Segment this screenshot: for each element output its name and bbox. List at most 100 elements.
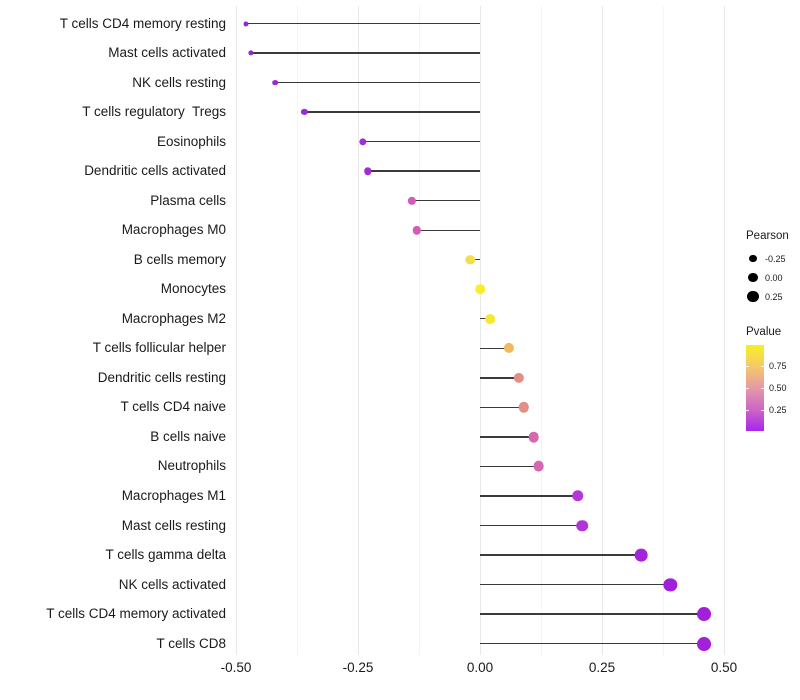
lollipop-dot	[513, 372, 525, 384]
lollipop-stem	[245, 22, 480, 25]
lollipop-dot	[359, 137, 367, 146]
lollipop-stem	[362, 140, 480, 143]
legend-size-item: 0.00	[746, 268, 800, 287]
lollipop-stem	[367, 170, 480, 172]
lollipop-dot	[465, 255, 475, 265]
lollipop-dot	[243, 20, 249, 27]
pvalue-bar-tick	[746, 410, 749, 412]
lollipop-stem	[480, 554, 642, 556]
lollipop-stem	[480, 495, 578, 497]
lollipop-stem	[470, 259, 480, 261]
legend-size-label: -0.25	[765, 253, 786, 264]
gridline-major	[724, 6, 725, 655]
pvalue-tick-label: 0.75	[769, 360, 787, 371]
y-axis-label: T cells regulatory Tregs	[82, 104, 226, 120]
gridline-minor	[297, 6, 298, 655]
legend-pearson: Pearson -0.25 0.00 0.25	[746, 230, 800, 306]
lollipop-dot	[518, 402, 530, 413]
gridline-major	[480, 6, 481, 655]
pvalue-bar-tick	[761, 388, 764, 389]
legend: Pearson -0.25 0.00 0.25 Pvalue 0.75 0.50 0.2…	[746, 230, 800, 431]
lollipop-dot	[663, 577, 677, 592]
legend-size-label: 0.00	[765, 272, 783, 283]
lollipop-dot	[697, 636, 712, 651]
legend-size-dot	[749, 254, 757, 263]
pvalue-bar-tick	[761, 410, 764, 412]
lollipop-dot	[533, 461, 544, 472]
lollipop-stem	[480, 642, 705, 645]
lollipop-stem	[480, 377, 520, 379]
lollipop-dot	[272, 79, 278, 86]
lollipop-dot	[576, 519, 589, 532]
legend-size-dot-box	[746, 252, 760, 266]
lollipop-stem	[480, 583, 671, 586]
y-axis-label: T cells CD4 memory resting	[59, 15, 226, 31]
pvalue-colorbar	[746, 345, 764, 431]
lollipop-dot	[528, 431, 539, 443]
y-axis-label: T cells CD8	[156, 635, 226, 651]
y-axis-label: T cells follicular helper	[92, 340, 226, 356]
pvalue-tick-label: 0.50	[769, 383, 787, 393]
gridline-minor	[541, 6, 542, 655]
lollipop-stem	[480, 436, 534, 438]
y-axis-label: NK cells activated	[118, 576, 226, 592]
lollipop-stem	[480, 347, 510, 350]
pvalue-tick-label: 0.25	[769, 405, 787, 416]
x-axis-tick-label: 0.25	[588, 660, 616, 675]
pvalue-bar-tick	[761, 365, 764, 367]
lollipop-stem	[275, 81, 480, 84]
legend-pvalue: Pvalue 0.75 0.50 0.25	[746, 326, 800, 431]
y-axis-label: Dendritic cells resting	[97, 369, 226, 385]
y-axis-label: Macrophages M2	[121, 310, 226, 326]
lollipop-stem	[411, 199, 480, 202]
lollipop-stem	[416, 229, 480, 231]
lollipop-dot	[364, 167, 372, 175]
lollipop-dot	[484, 313, 495, 324]
y-axis-label: T cells CD4 memory activated	[46, 606, 226, 622]
lollipop-stem	[250, 52, 480, 54]
lollipop-stem	[480, 524, 583, 527]
lollipop-dot	[407, 196, 416, 205]
x-axis-tick-label: -0.25	[342, 660, 374, 675]
y-axis-label: Macrophages M1	[121, 487, 226, 503]
legend-size-dot	[747, 290, 759, 303]
gridline-minor	[663, 6, 664, 655]
y-axis-label: Mast cells resting	[121, 517, 226, 533]
lollipop-dot	[634, 548, 648, 562]
legend-size-dot-box	[746, 290, 760, 304]
lollipop-stem	[480, 465, 539, 468]
lollipop-dot	[697, 607, 712, 622]
lollipop-stem	[480, 613, 705, 615]
y-axis-label: Monocytes	[160, 281, 226, 297]
y-axis-label: Mast cells activated	[108, 45, 226, 61]
y-axis-label: Dendritic cells activated	[84, 163, 226, 179]
legend-pvalue-title: Pvalue	[746, 326, 782, 338]
y-axis-label: Macrophages M0	[121, 222, 226, 238]
legend-pearson-title: Pearson	[746, 230, 789, 242]
pvalue-bar-tick	[746, 388, 749, 389]
pvalue-bar-tick	[746, 365, 749, 367]
lollipop-dot	[475, 284, 485, 295]
y-axis-label: T cells CD4 naive	[120, 399, 226, 415]
pvalue-colorbar-wrap: 0.75 0.50 0.25	[746, 345, 800, 431]
lollipop-stem	[480, 406, 524, 409]
lollipop-dot	[412, 226, 421, 235]
lollipop-dot	[571, 490, 584, 502]
x-axis-tick-label: 0.00	[466, 660, 494, 675]
y-axis-label: B cells naive	[150, 428, 226, 444]
legend-pearson-items: -0.25 0.00 0.25	[746, 249, 800, 306]
legend-size-dot	[748, 272, 758, 283]
y-axis-label: Eosinophils	[156, 133, 226, 149]
gridline-major	[236, 6, 237, 655]
legend-size-label: 0.25	[765, 291, 783, 302]
lollipop-stem	[304, 111, 480, 113]
lollipop-dot	[504, 343, 515, 354]
gridline-minor	[419, 6, 420, 655]
x-axis-tick-label: -0.50	[220, 660, 252, 675]
lollipop-dot	[248, 50, 254, 56]
legend-size-dot-box	[746, 271, 760, 285]
y-axis-label: Plasma cells	[150, 192, 226, 208]
y-axis-label: NK cells resting	[132, 74, 226, 90]
x-axis-tick-label: 0.50	[710, 660, 738, 675]
